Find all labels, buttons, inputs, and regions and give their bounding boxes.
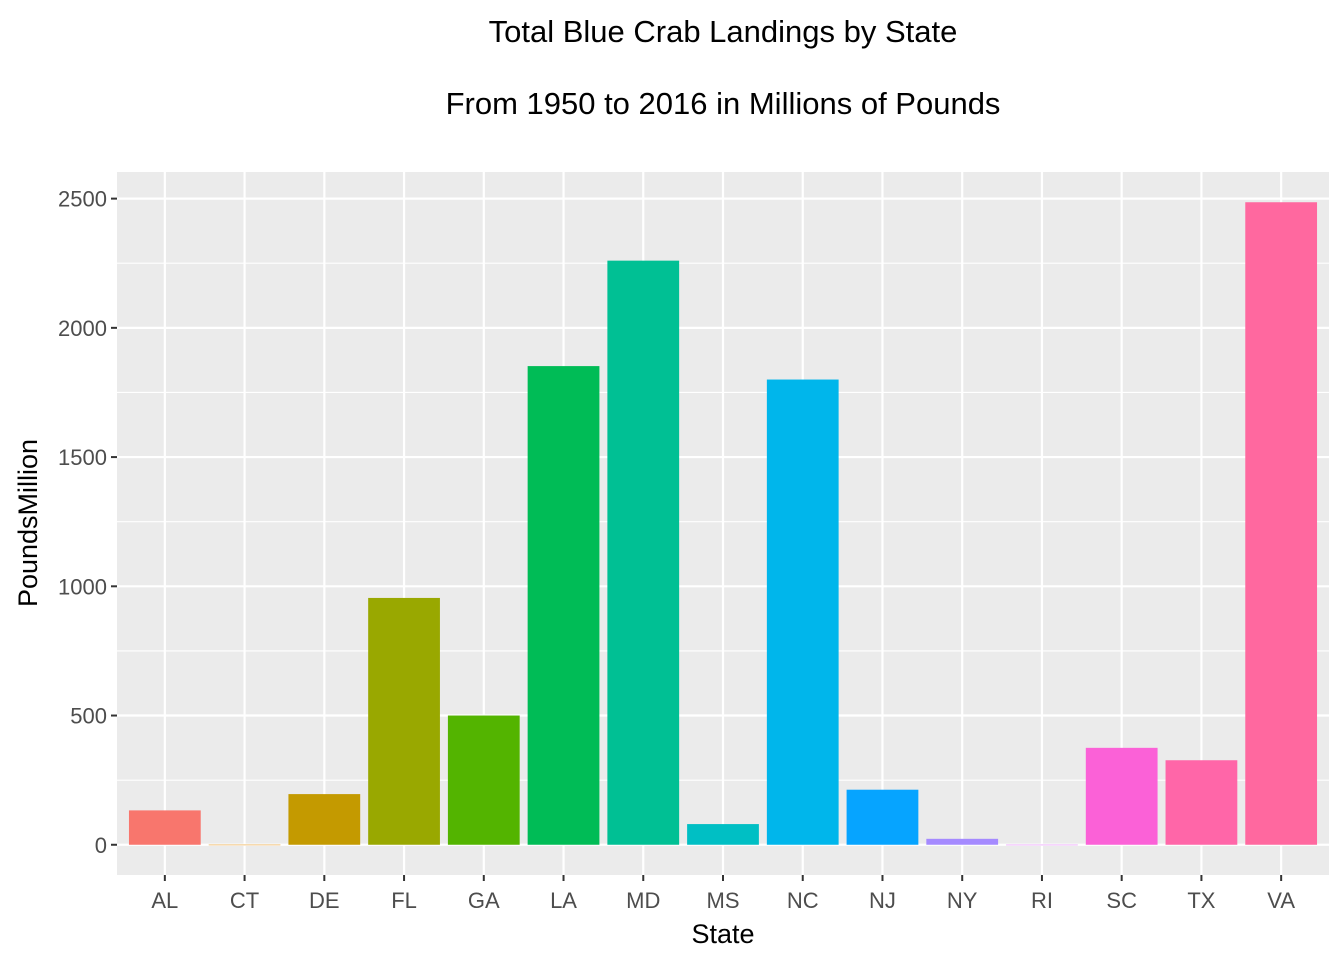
x-tick-label: NC (787, 888, 819, 913)
x-tick-label: GA (468, 888, 500, 913)
x-tick-label: DE (309, 888, 340, 913)
bar-nc (766, 379, 839, 845)
bar-nj (846, 789, 919, 845)
bar-de (288, 794, 361, 845)
y-tick-label: 2000 (58, 316, 107, 341)
bar-md (607, 260, 680, 845)
x-tick-label: LA (550, 888, 577, 913)
bar-ri (1006, 844, 1078, 846)
bar-la (527, 366, 600, 845)
chart-subtitle: From 1950 to 2016 in Millions of Pounds (446, 86, 1001, 121)
bar-ny (926, 838, 999, 845)
bar-al (128, 810, 201, 845)
x-tick-label: FL (391, 888, 417, 913)
x-tick-label: MD (626, 888, 660, 913)
y-axis-title: PoundsMillion (13, 439, 43, 607)
x-tick-label: SC (1106, 888, 1137, 913)
y-tick-label: 0 (95, 833, 107, 858)
bar-tx (1165, 760, 1238, 845)
y-tick-label: 500 (70, 704, 107, 729)
y-tick-label: 1500 (58, 445, 107, 470)
x-tick-label: AL (151, 888, 178, 913)
x-tick-label: NY (947, 888, 978, 913)
bar-ga (447, 715, 520, 845)
chart-title: Total Blue Crab Landings by State (489, 14, 958, 49)
bar-sc (1085, 747, 1158, 845)
x-tick-label: TX (1187, 888, 1215, 913)
x-tick-label: CT (230, 888, 259, 913)
axes: 0 500 1000 1500 2000 2500 AL CT DE FL GA LA MD MS NC NJ… (58, 187, 1295, 913)
x-tick-label: MS (707, 888, 740, 913)
bar-ms (687, 824, 759, 845)
x-tick-label: RI (1031, 888, 1053, 913)
bar-va (1245, 202, 1318, 845)
bars (128, 202, 1318, 846)
y-tick-label: 1000 (58, 574, 107, 599)
bar-fl (368, 597, 440, 845)
x-tick-label: NJ (869, 888, 896, 913)
x-tick-label: VA (1267, 888, 1295, 913)
bar-ct (208, 844, 281, 846)
x-axis-title: State (691, 919, 754, 949)
y-tick-label: 2500 (58, 187, 107, 212)
